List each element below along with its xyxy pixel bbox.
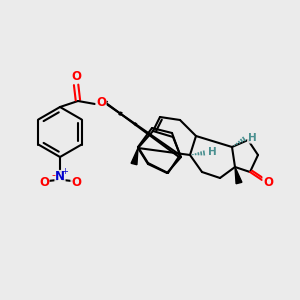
Text: -: - xyxy=(51,170,55,180)
Text: O: O xyxy=(96,97,106,110)
Text: H: H xyxy=(208,147,216,157)
Text: O: O xyxy=(263,176,273,188)
Text: O: O xyxy=(71,176,81,188)
Text: +: + xyxy=(61,167,68,176)
Text: H: H xyxy=(248,133,256,143)
Polygon shape xyxy=(131,148,138,165)
Polygon shape xyxy=(235,167,242,184)
Text: O: O xyxy=(71,70,81,83)
Text: O: O xyxy=(39,176,49,188)
Text: N: N xyxy=(55,170,65,184)
